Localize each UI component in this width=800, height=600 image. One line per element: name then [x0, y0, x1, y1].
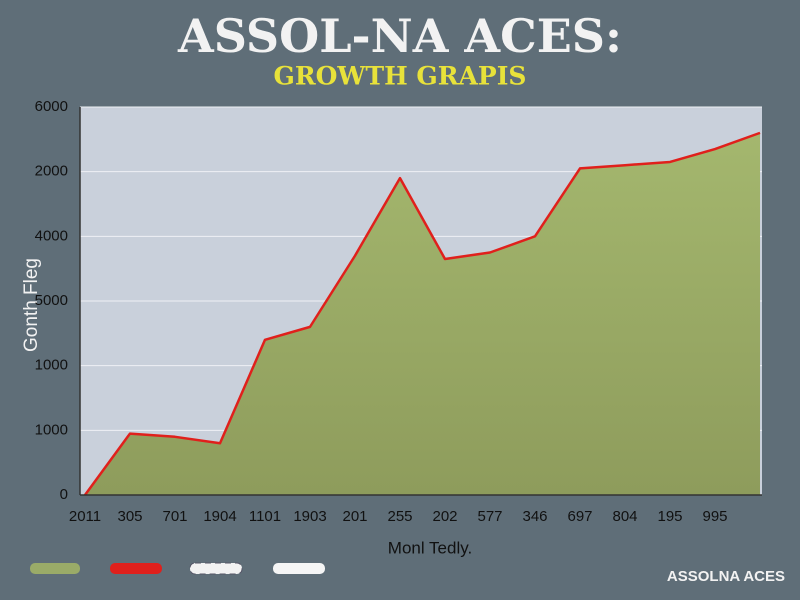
- legend-swatch: [189, 562, 243, 575]
- area: [85, 132, 760, 495]
- x-tick-label: 995: [702, 508, 727, 525]
- x-tick-label: 701: [162, 508, 187, 525]
- y-tick-label: 1000: [35, 421, 68, 438]
- footer: ASSOLNA ACES: [667, 568, 785, 585]
- x-tick-label: 195: [657, 508, 682, 525]
- x-tick-label: 255: [387, 508, 412, 525]
- y-axis-label: Gonth Fleg: [21, 258, 42, 352]
- x-tick-label: 202: [432, 508, 457, 525]
- y-tick-label: 0: [60, 486, 68, 503]
- y-tick-label: 1000: [35, 357, 68, 374]
- legend-swatch: [110, 563, 162, 574]
- y-tick-label: 6000: [35, 98, 68, 115]
- chart-subtitle: GROWTH GRAPIS: [274, 62, 527, 91]
- x-tick-label: 577: [477, 508, 502, 525]
- x-tick-label: 201: [342, 508, 367, 525]
- x-axis-label: Monl Tedly.: [388, 538, 472, 557]
- legend-swatch: [273, 563, 325, 574]
- x-tick-label: 346: [522, 508, 547, 525]
- y-tick-label: 5000: [35, 292, 68, 309]
- x-tick-label: 804: [612, 508, 637, 525]
- y-tick-label: 2000: [35, 163, 68, 180]
- x-tick-label: 697: [567, 508, 592, 525]
- chart-title: ASSOL-NA ACES:: [177, 9, 622, 63]
- x-tick-label: 305: [117, 508, 142, 525]
- x-tick-label: 1904: [203, 508, 236, 525]
- y-tick-label: 4000: [35, 227, 68, 244]
- x-tick-label: 2011: [69, 508, 101, 525]
- x-tick-label: 1101: [249, 508, 281, 525]
- x-tick-label: 1903: [293, 508, 326, 525]
- line: [83, 131, 761, 496]
- legend-swatch: [30, 563, 80, 574]
